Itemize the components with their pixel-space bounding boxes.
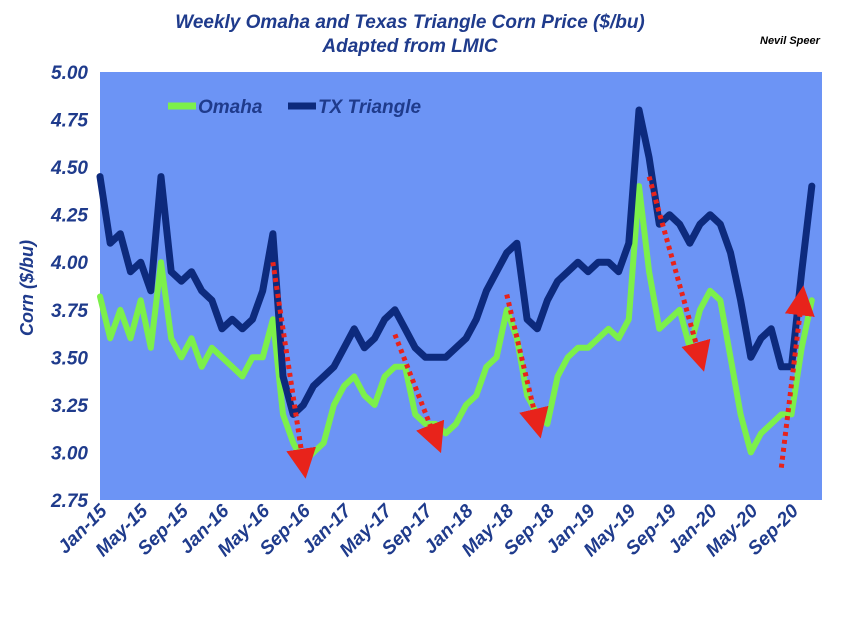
- series-layer: [96, 106, 816, 465]
- chart-subtitle: Adapted from LMIC: [321, 36, 497, 57]
- y-tick-label: 5.00: [51, 63, 88, 84]
- x-axis-ticks: Jan-15May-15Sep-15Jan-16May-16Sep-16Jan-…: [54, 500, 803, 561]
- y-tick-label: 3.50: [51, 348, 88, 369]
- series-line-omaha: [97, 183, 815, 465]
- legend: Omaha TX Triangle: [168, 97, 422, 118]
- y-axis-label: Corn ($/bu): [17, 240, 37, 336]
- y-tick-label: 4.50: [50, 158, 88, 179]
- y-tick-label: 4.25: [50, 206, 88, 227]
- y-tick-label: 3.25: [51, 396, 88, 417]
- y-tick-label: 4.00: [50, 253, 88, 274]
- series-line-tx-triangle: [96, 106, 816, 418]
- y-tick-label: 4.75: [50, 111, 88, 132]
- y-tick-label: 3.75: [51, 301, 88, 322]
- trend-arrow: [392, 333, 445, 454]
- trend-arrow: [504, 293, 549, 439]
- y-tick-label: 2.75: [50, 491, 88, 512]
- legend-label: Omaha: [198, 97, 263, 118]
- y-tick-label: 3.00: [51, 443, 88, 464]
- chart-title: Weekly Omaha and Texas Triangle Corn Pri…: [175, 12, 645, 33]
- y-axis-ticks: 5.00 4.75 4.50 4.25 4.00 3.75 3.50 3.25 3.00 2.75: [50, 63, 88, 512]
- trend-arrow: [270, 261, 316, 479]
- plot-area: [100, 72, 822, 500]
- annotation-layer: [270, 175, 815, 479]
- legend-label: TX Triangle: [318, 97, 422, 118]
- chart-author: Nevil Speer: [760, 35, 821, 47]
